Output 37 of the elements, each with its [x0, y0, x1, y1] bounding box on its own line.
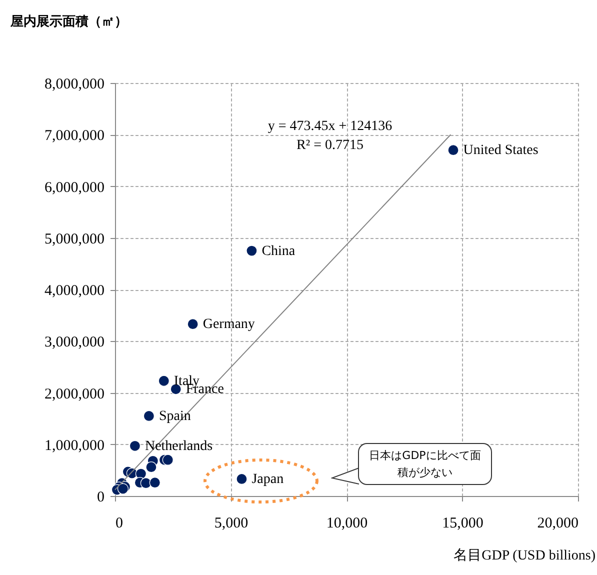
x-axis-title: 名目GDP (USD billions) [454, 548, 596, 564]
annotation: United States [463, 143, 538, 158]
point [158, 375, 170, 386]
x-tick-label: 5,000 [214, 516, 248, 532]
y-tick-label: 1,000,000 [44, 438, 104, 454]
y-axis-title: 屋内展示面積（㎡） [10, 14, 128, 28]
x-tick-label: 0 [116, 516, 123, 532]
annotation: Spain [158, 408, 191, 424]
x-tick-label: 10,000 [326, 516, 368, 532]
point [135, 468, 146, 480]
annotation: y = 473.45x + 124136 [266, 118, 394, 136]
point [140, 478, 152, 489]
x-tick-label: 15,000 [442, 516, 484, 532]
annotation: R² = 0.7715 [296, 137, 364, 155]
y-tick-label: 2,000,000 [44, 386, 104, 402]
point [187, 318, 198, 330]
point [146, 462, 157, 473]
annotation: Netherlands [144, 438, 213, 454]
annotation: 日本はGDPに比べて面積が少ない [358, 443, 492, 485]
annotation: Germany [202, 317, 255, 332]
y-tick-label: 0 [97, 490, 104, 506]
point [162, 454, 174, 466]
point [246, 245, 258, 256]
point [448, 144, 459, 156]
annotation: China [262, 244, 296, 259]
point [129, 440, 140, 452]
point [149, 477, 160, 488]
y-tick-label: 7,000,000 [44, 128, 104, 144]
y-tick-label: 8,000,000 [44, 76, 104, 92]
point [143, 410, 154, 422]
y-tick-label: 4,000,000 [44, 283, 104, 299]
y-tick-label: 6,000,000 [44, 180, 104, 196]
annotation: Japan [252, 472, 284, 487]
y-tick-label: 5,000,000 [44, 231, 104, 248]
y-tick-label: 3,000,000 [44, 334, 104, 351]
x-tick-label: 20,000 [537, 516, 578, 532]
point [236, 473, 248, 484]
